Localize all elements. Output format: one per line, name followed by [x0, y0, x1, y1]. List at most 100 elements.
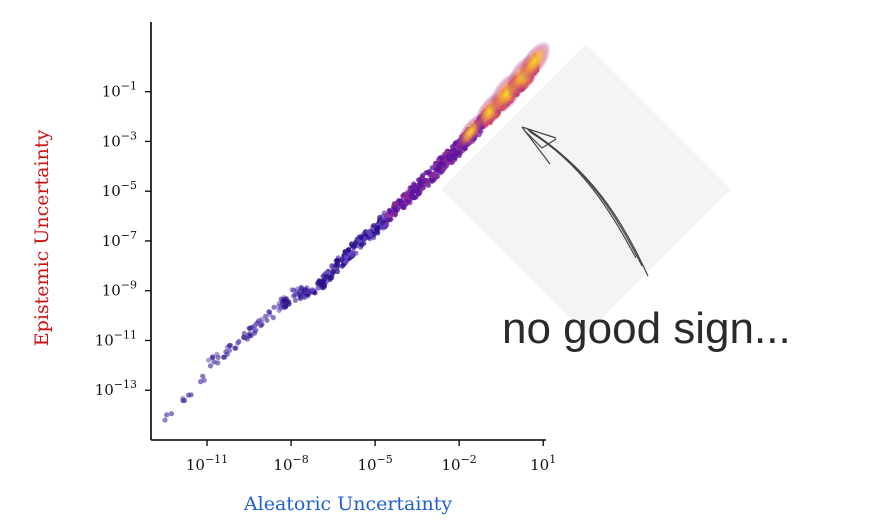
x-tick-label: 10−5	[357, 453, 392, 474]
scatter-point	[398, 198, 405, 204]
scatter-point	[201, 377, 207, 383]
density-hotspot	[456, 41, 551, 150]
scatter-point	[235, 340, 241, 346]
scatter-point	[401, 204, 407, 210]
scatter-point	[300, 294, 306, 300]
hand-drawn-arrow-icon	[521, 126, 649, 277]
scatter-point	[425, 178, 431, 184]
scatter-point	[320, 279, 326, 285]
scatter-point	[377, 214, 383, 221]
scatter-point	[291, 293, 297, 299]
x-axis-title: Aleatoric Uncertainty	[243, 493, 452, 515]
y-tick-label: 10−11	[95, 328, 137, 349]
scatter-point	[276, 303, 282, 309]
scatter-point	[226, 342, 233, 349]
scatter-point	[330, 269, 336, 275]
y-tick-label: 10−1	[102, 80, 137, 101]
scatter-point	[258, 319, 264, 325]
scatter-point	[253, 327, 259, 333]
x-tick-label: 10−8	[273, 453, 308, 474]
density-blob	[518, 41, 551, 81]
x-tick-label: 101	[530, 453, 556, 474]
scatter-point	[412, 182, 418, 188]
scatter-point	[206, 357, 212, 363]
scatter-point	[403, 193, 409, 199]
y-tick-label: 10−9	[102, 279, 137, 300]
scatter-point	[393, 201, 400, 207]
scatter-point	[276, 307, 282, 313]
scatter-point	[392, 206, 398, 212]
scatter-point	[371, 223, 377, 229]
scatter-point	[215, 360, 221, 366]
scatter-point	[334, 257, 340, 264]
y-tick-label: 10−7	[102, 229, 137, 250]
scatter-point	[209, 355, 215, 361]
scatter-point	[267, 309, 273, 315]
x-tick-label: 10−2	[441, 453, 476, 474]
scatter-point	[349, 252, 355, 258]
scatter-point	[384, 218, 390, 224]
scatter-point	[270, 315, 276, 321]
scatter-point	[302, 287, 308, 293]
scatter-point	[282, 304, 288, 310]
y-tick-label: 10−13	[95, 378, 137, 399]
scatter-point	[439, 154, 445, 160]
scatter-point	[248, 333, 254, 339]
scatter-point	[374, 226, 380, 232]
scatter-point	[339, 256, 345, 262]
x-tick-label: 10−11	[186, 453, 228, 474]
scatter-point	[430, 171, 436, 178]
y-tick-label: 10−3	[102, 129, 137, 150]
y-tick-label: 10−5	[102, 179, 137, 200]
scatter-point	[416, 177, 422, 183]
scatter-point	[207, 363, 214, 369]
scatter-point	[423, 170, 429, 176]
scatter-point	[359, 242, 365, 248]
scatter-point	[233, 345, 239, 351]
scatter-point	[168, 411, 175, 417]
scatter-point	[247, 325, 253, 331]
y-axis-ticks: 10−1 10−3 10−5 10−7 10−9 10−11 10−13	[95, 80, 151, 399]
scatter-point	[271, 304, 277, 310]
scatter-point	[289, 287, 295, 293]
x-axis-ticks: 10−11 10−8 10−5 10−2 101	[186, 440, 556, 474]
scatter-point	[164, 412, 170, 418]
scatter-point	[182, 397, 188, 404]
scatter-point	[383, 222, 389, 228]
y-axis-title: Epistemic Uncertainty	[31, 130, 53, 347]
scatter-point	[446, 156, 452, 162]
scatter-point	[333, 262, 339, 268]
scatter-point	[200, 373, 206, 379]
scatter-point	[452, 155, 458, 161]
scatter-point	[405, 189, 411, 195]
scatter-point	[220, 354, 227, 360]
scatter-point	[320, 285, 326, 291]
scatter-point	[413, 194, 419, 200]
scatter-point	[434, 173, 440, 180]
scatter-point	[309, 287, 315, 293]
annotation-text: no good sign...	[502, 304, 791, 353]
scatter-point	[358, 234, 364, 240]
scatter-point	[292, 297, 298, 303]
scatter-point	[263, 313, 269, 319]
annotation-backdrop	[440, 44, 731, 335]
scatter-point	[214, 351, 220, 357]
scatter-point	[432, 163, 438, 169]
scatter-point	[162, 417, 168, 423]
scatter-point	[444, 161, 450, 167]
scatter-point	[242, 334, 248, 340]
scatter-point	[188, 392, 194, 398]
scatter-point	[334, 268, 340, 275]
scatter-point	[407, 185, 413, 191]
scatter-point	[451, 147, 457, 153]
scatter-point	[437, 164, 443, 170]
scatter-point	[367, 232, 374, 238]
scatter-point	[264, 317, 270, 323]
scatter-point	[315, 285, 321, 291]
scatter-point	[342, 249, 348, 255]
scatter-point	[352, 243, 358, 249]
scatter-point	[390, 211, 396, 217]
scatter-point	[226, 347, 233, 354]
scatter-point	[324, 274, 330, 280]
